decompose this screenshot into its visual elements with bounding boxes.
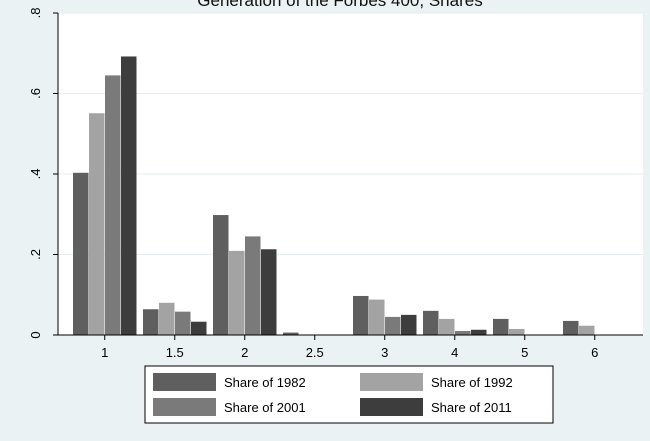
y-tick-label: .6: [28, 88, 43, 99]
bar: [89, 113, 105, 335]
legend-label: Share of 2011: [431, 400, 512, 415]
y-tick-label: .8: [28, 8, 43, 19]
chart-title: Generation of the Forbes 400, Shares: [197, 0, 482, 10]
bar: [143, 309, 159, 335]
bar: [493, 318, 509, 335]
bar: [261, 249, 277, 335]
legend-swatch: [153, 398, 216, 416]
bar: [121, 56, 137, 335]
x-tick-label: 6: [591, 345, 598, 360]
x-tick-label: 3: [381, 345, 388, 360]
y-tick-label: .4: [28, 169, 43, 180]
bar: [563, 320, 579, 335]
y-tick-label: 0: [28, 331, 43, 338]
y-tick-label: .2: [28, 249, 43, 260]
gridlines: [58, 12, 643, 255]
bar: [245, 236, 261, 335]
bar: [439, 318, 455, 335]
bar: [455, 330, 471, 335]
bar: [579, 325, 595, 335]
bar: [471, 329, 487, 335]
bar: [105, 75, 121, 335]
legend-swatch: [360, 373, 423, 391]
bar: [73, 172, 89, 335]
bar: [353, 295, 369, 335]
legend: Share of 1982 Share of 1992 Share of 2001 S…: [144, 365, 554, 424]
legend-swatch: [360, 398, 423, 416]
tick-labels: 0 .2 .4 .6 .8 1 1.5 2 2.5 3 4 5 6: [28, 8, 598, 360]
x-tick-label: 2: [241, 345, 248, 360]
legend-label: Share of 1982: [224, 375, 306, 390]
bar: [385, 316, 401, 335]
legend-label: Share of 2001: [224, 400, 306, 415]
legend-label: Share of 1992: [431, 375, 513, 390]
legend-swatch: [153, 373, 216, 391]
bar: [401, 314, 417, 335]
bar: [159, 302, 175, 335]
x-tick-label: 2.5: [306, 345, 324, 360]
bar: [213, 215, 229, 335]
bar: [509, 328, 525, 335]
bar: [229, 250, 245, 335]
bar: [175, 311, 191, 335]
bar: [369, 299, 385, 335]
x-tick-label: 5: [521, 345, 528, 360]
x-tick-label: 1.5: [166, 345, 184, 360]
x-tick-label: 4: [451, 345, 458, 360]
bar: [423, 310, 439, 335]
bars: [73, 56, 595, 335]
bar: [283, 332, 299, 335]
bar: [191, 321, 207, 335]
x-tick-label: 1: [101, 345, 108, 360]
